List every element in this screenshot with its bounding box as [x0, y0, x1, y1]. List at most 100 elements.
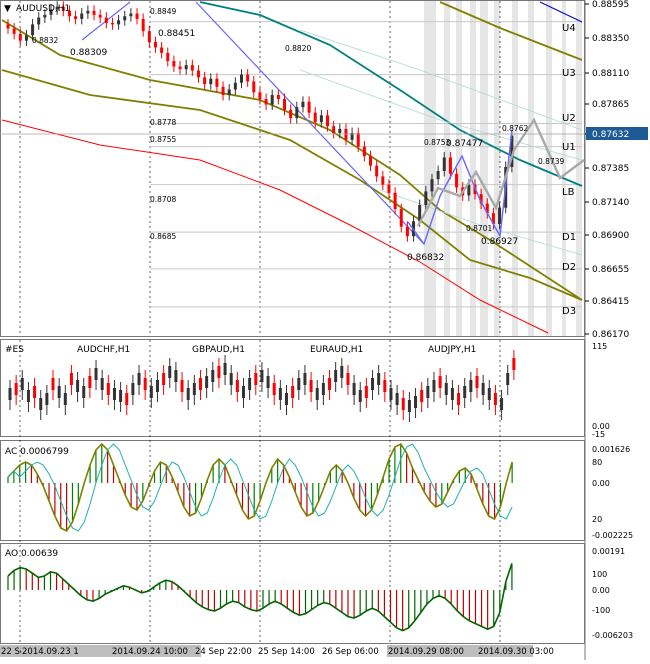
time-label-box: [477, 645, 533, 657]
candle-body: [86, 10, 90, 14]
time-axis-label: 2014.09.30 03:00: [478, 647, 554, 657]
candle-body: [467, 184, 471, 196]
price-scale-label: 0.87865: [592, 100, 629, 110]
candle-body: [307, 101, 311, 113]
candle-body: [485, 203, 489, 214]
es-bar-body: [168, 366, 172, 378]
menu-arrow-icon[interactable]: ▼: [4, 4, 11, 14]
es-bar-body: [131, 383, 135, 395]
es-bar-body: [450, 388, 454, 400]
channel-faint-line: [299, 69, 583, 161]
series-label-gbpaud: GBPAUD,H1: [192, 345, 245, 355]
channel-faint-line: [379, 189, 583, 256]
es-bar-body: [137, 373, 141, 385]
ma-olive-top-line: [439, 1, 583, 61]
level-value-label: 0.8701: [466, 224, 492, 233]
pivot-level-name: D1: [562, 232, 576, 243]
candle-body: [209, 78, 213, 85]
candle-body: [418, 204, 422, 222]
level-value-label: 0.8755: [150, 135, 176, 144]
series-label-euraud: EURAUD,H1: [310, 345, 363, 355]
candle-body: [160, 47, 164, 53]
ao-signal-line: [7, 563, 513, 632]
session-band: [512, 1, 518, 336]
es-bar-body: [272, 383, 276, 395]
session-band: [424, 1, 436, 336]
ac-signal2-line: [7, 443, 513, 532]
es-bar-body: [45, 393, 49, 405]
es-bar-body: [186, 388, 190, 400]
es-bar-body: [377, 373, 381, 385]
time-axis-label: 2014.09.24 10:00: [112, 647, 188, 657]
es-bar-body: [303, 373, 307, 385]
zigzag-blue-line: [407, 129, 513, 246]
es-bar-body: [149, 386, 153, 398]
es-bar-body: [8, 388, 12, 400]
ao-scale-label: 0.00191: [592, 547, 625, 556]
candle-body: [74, 16, 78, 19]
candle-body: [332, 126, 336, 134]
level-value-label: 0.8762: [502, 124, 528, 133]
swing-price-annotation: 0.88451: [158, 29, 195, 39]
candle-body: [375, 165, 379, 177]
es-bar-body: [229, 373, 233, 385]
candle-body: [153, 42, 157, 48]
es-bar-body: [94, 368, 98, 380]
es-bar-body: [315, 388, 319, 400]
level-value-label: 0.8778: [150, 118, 176, 127]
es-bar-body: [20, 378, 24, 390]
session-band: [444, 1, 450, 336]
es-histogram: 115 0.00-15: [8, 342, 610, 439]
candle-body: [319, 115, 323, 123]
ac-scale-label: 80: [592, 458, 602, 467]
time-axis-label: 24 Sep 22:00: [195, 647, 252, 657]
candle-body: [405, 226, 409, 237]
candle-body: [258, 92, 262, 100]
es-scale-label: 0.00: [592, 422, 610, 431]
candle-body: [313, 112, 317, 123]
candle-body: [190, 65, 194, 71]
session-band: [576, 1, 582, 336]
es-bar-body: [69, 373, 73, 385]
candle-body: [455, 173, 459, 188]
candle-body: [98, 14, 102, 18]
candle-body: [6, 24, 10, 29]
session-band: [562, 1, 566, 336]
ac-indicator-pane[interactable]: [0, 440, 585, 541]
ma-blue-line: [539, 1, 583, 23]
candle-body: [387, 184, 391, 193]
ma-red-line: [1, 119, 549, 334]
candle-body: [92, 10, 96, 15]
candle-body: [448, 157, 452, 174]
candle-body: [61, 6, 65, 11]
es-bar-body: [321, 383, 325, 395]
candle-body: [510, 135, 514, 167]
price-scale-label: 0.88350: [592, 34, 629, 44]
level-value-label: 0.8708: [150, 195, 176, 204]
price-scale-label: 0.87385: [592, 164, 629, 174]
candle-body: [203, 77, 207, 85]
es-bar-body: [266, 376, 270, 388]
candle-body: [289, 109, 293, 119]
projection-grey-line: [416, 117, 585, 227]
pivot-level-name: D3: [562, 306, 576, 317]
price-scale-label: 0.86900: [592, 231, 629, 241]
level-value-label: 0.8685: [150, 232, 176, 241]
candle-body: [104, 17, 108, 24]
session-band: [494, 1, 500, 336]
candle-body: [129, 13, 133, 17]
es-bar-body: [426, 386, 430, 398]
candle-body: [239, 74, 243, 83]
es-bar-body: [223, 363, 227, 375]
candle-body: [123, 16, 127, 21]
swing-price-annotation: 0.86832: [407, 253, 444, 263]
time-axis-label: 25 Sep 14:00: [258, 647, 315, 657]
es-bar-body: [352, 383, 356, 395]
time-label-box: [387, 645, 477, 657]
ao-indicator-pane[interactable]: [0, 543, 585, 644]
es-bar-body: [395, 393, 399, 405]
es-bar-body: [14, 383, 18, 395]
